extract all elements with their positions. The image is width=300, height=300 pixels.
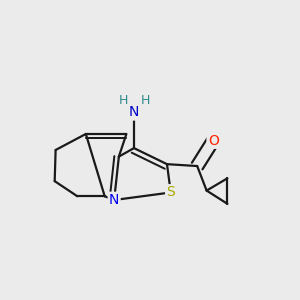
Text: H: H [118,94,128,107]
Text: S: S [167,185,175,200]
Text: H: H [141,94,150,107]
Text: N: N [109,193,119,207]
Text: O: O [208,134,219,148]
Text: N: N [129,105,139,119]
